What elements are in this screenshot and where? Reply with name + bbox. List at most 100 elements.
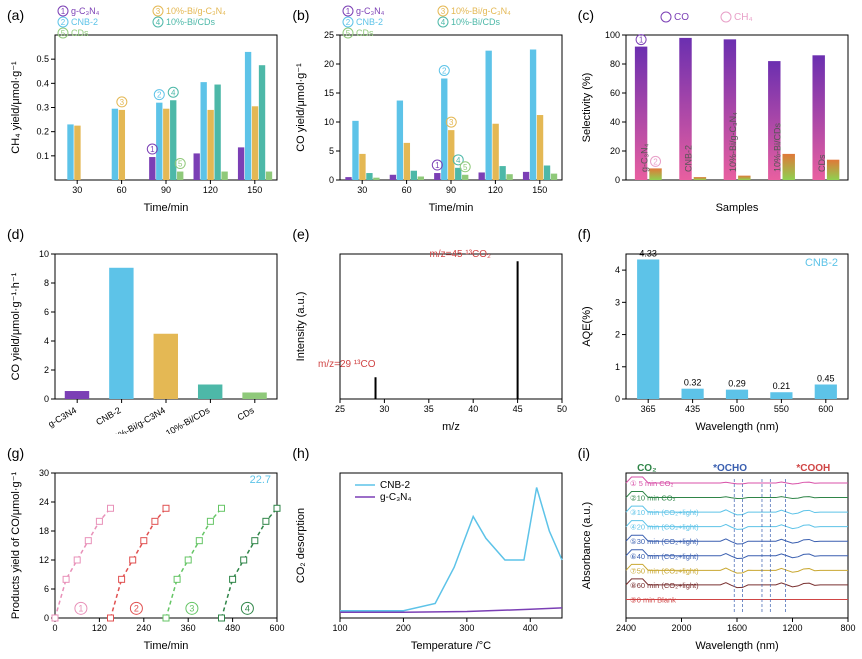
svg-text:2: 2 (61, 18, 66, 27)
marker (207, 518, 213, 524)
cat-label: CNB-2 (683, 145, 693, 172)
legend-label: g-C₃N₄ (71, 6, 100, 16)
ytick: 0 (615, 394, 620, 404)
xlabel: Samples (715, 202, 758, 214)
bar (814, 385, 836, 400)
ytick: 60 (610, 88, 620, 98)
xlabel: Temperature /°C (411, 640, 491, 652)
panel-label: (b) (292, 7, 309, 23)
title: CNB-2 (805, 257, 838, 269)
ytick: 10 (324, 117, 334, 127)
ytick: 0.3 (36, 103, 49, 113)
panel-(h): (h)CO₂ desorptionTemperature /°C10020030… (289, 442, 572, 659)
bar (544, 166, 550, 181)
svg-text:1: 1 (639, 36, 644, 45)
xtick: 300 (460, 623, 475, 633)
peak-label: 22.7 (250, 474, 271, 486)
xtick: 480 (225, 623, 240, 633)
marker (185, 557, 191, 563)
value-label: 0.29 (728, 379, 746, 389)
panel-(a): (a)CH₄ yield/μmol·g⁻¹Time/min0.10.20.30.… (4, 4, 287, 221)
peak-label: m/z=29 ¹³CO (318, 359, 376, 370)
bar-ch4 (693, 177, 705, 180)
bar (404, 143, 410, 180)
bar (149, 157, 155, 180)
trace-label: ⑤30 min (CO₂+light) (630, 537, 699, 546)
xtick: 365 (640, 404, 655, 414)
bar (360, 154, 366, 180)
trace-label: ⑦50 min (CO₂+light) (630, 566, 699, 575)
legend-label: 10%-Bi/CDs (166, 17, 216, 27)
xtick: 90 (446, 185, 456, 195)
legend: CNB-2 (380, 480, 410, 491)
chart-svg: Selectivity (%)Samples020406080100g-C₃N₄… (576, 5, 856, 215)
bar (238, 147, 244, 180)
legend-label: CDs (356, 28, 374, 38)
cycle-num: 2 (134, 603, 139, 613)
ylabel: AQE(%) (581, 306, 593, 346)
marker: 4 (171, 88, 176, 97)
bar-ch4 (649, 168, 661, 180)
bar (390, 175, 396, 180)
xtick: 600 (269, 623, 284, 633)
chart-svg: Intensity (a.u.)m/z253035404550m/z=29 ¹³… (290, 224, 570, 434)
bar-ch4 (827, 160, 839, 180)
ytick: 3 (615, 297, 620, 307)
bar (252, 106, 258, 180)
bar (500, 166, 506, 180)
panel-label: (e) (292, 226, 309, 242)
marker: 2 (157, 91, 162, 100)
marker (119, 576, 125, 582)
bar (537, 115, 543, 180)
ylabel: CO yield/μmol·g⁻¹ (295, 63, 307, 152)
svg-text:4: 4 (441, 18, 446, 27)
panel-label: (d) (7, 226, 24, 242)
marker: 2 (442, 67, 447, 76)
cycle-num: 4 (245, 603, 250, 613)
svg-text:1: 1 (346, 7, 351, 16)
marker (263, 518, 269, 524)
bar (448, 130, 454, 180)
marker (219, 505, 225, 511)
svg-text:3: 3 (156, 7, 161, 16)
xtick: 25 (335, 404, 345, 414)
panel-(f): (f)AQE(%)Wavelength (nm)0123436543550055… (575, 223, 858, 440)
chart-svg: AQE(%)Wavelength (nm)0123436543550055060… (576, 224, 856, 434)
marker (96, 518, 102, 524)
xtick: 45 (513, 404, 523, 414)
bar (177, 172, 183, 180)
value-label: 4.33 (639, 248, 657, 258)
bar (201, 82, 207, 180)
cat-label: g-C₃N₄ (639, 143, 649, 172)
ytick: 8 (44, 278, 49, 288)
svg-text:800: 800 (840, 623, 855, 633)
xtick: CDs (236, 405, 257, 423)
panel-label: (a) (7, 7, 24, 23)
marker: 4 (456, 156, 461, 165)
xtick: 240 (136, 623, 151, 633)
ytick: 0.1 (36, 151, 49, 161)
ytick: 0 (615, 175, 620, 185)
cat-label: 10%-Bi/CDs (772, 122, 782, 172)
trace-label: ⑨0 min Blank (630, 595, 676, 604)
panel-label: (f) (578, 226, 591, 242)
bar (259, 65, 265, 180)
bar (493, 124, 499, 180)
xtick: 600 (818, 404, 833, 414)
marker (108, 615, 114, 621)
bar (207, 110, 213, 180)
bar (726, 390, 748, 399)
species-label: *COOH (796, 463, 830, 474)
marker (108, 505, 114, 511)
bar (530, 50, 536, 181)
marker: 1 (150, 145, 155, 154)
xtick: 400 (523, 623, 538, 633)
chart-svg: Products yield of CO/μmol·g⁻¹Time/min061… (5, 443, 285, 653)
trace-label: ②10 min CO₂ (630, 494, 676, 503)
xtick: 200 (396, 623, 411, 633)
panel-(d): (d)CO yield/μmol·g⁻¹·h⁻¹0246810g-C3N4CNB… (4, 223, 287, 440)
xtick: 60 (117, 185, 127, 195)
bar (507, 174, 513, 180)
marker (274, 505, 280, 511)
bar-ch4 (782, 154, 794, 180)
